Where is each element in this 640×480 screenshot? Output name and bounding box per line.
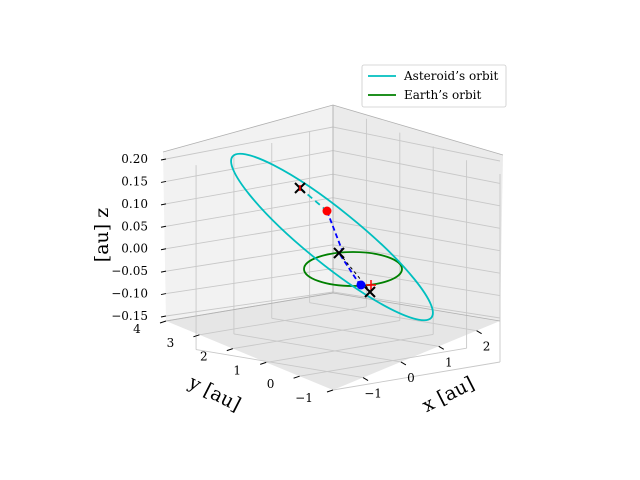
z-tick-mark <box>160 270 167 273</box>
x-tick-mark <box>362 377 369 382</box>
z-tick-label: 0.10 <box>121 197 148 211</box>
grid-lines <box>165 105 501 391</box>
pane-edges <box>162 104 504 322</box>
y-tick-mark <box>326 389 334 393</box>
z-tick-label: 0.05 <box>121 219 148 233</box>
z-tick-mark <box>160 315 167 318</box>
x-tick-label: 0 <box>407 371 415 385</box>
cross-marker-center <box>333 247 345 259</box>
x-tick-label: 2 <box>483 340 491 354</box>
x-tick-mark <box>476 330 482 335</box>
z-tick-mark <box>160 293 167 296</box>
y-tick-label: −1 <box>295 391 313 405</box>
z-tick-mark <box>160 158 167 161</box>
x-axis: −1 0 1 2 <box>362 330 491 401</box>
y-tick-label: 0 <box>267 377 275 391</box>
cross-marker-top <box>294 182 306 194</box>
cross-marker-bottom <box>364 286 376 298</box>
x-tick-label: −1 <box>364 387 382 401</box>
y-axis: −1 0 1 2 3 4 <box>133 320 334 405</box>
legend-label-asteroid: Asteroid’s orbit <box>403 69 498 83</box>
asteroid-orbit-line <box>230 152 434 322</box>
z-tick-label: −0.05 <box>111 264 148 278</box>
x-tick-label: 1 <box>445 355 453 369</box>
floor-pane <box>166 293 500 390</box>
z-tick-label: 0.00 <box>121 242 148 256</box>
z-tick-label: 0.20 <box>121 152 148 166</box>
y-axis-label: y [au] <box>184 371 244 416</box>
z-axis-label: [au] z <box>91 208 113 262</box>
x-axis-label: x [au] <box>419 372 478 417</box>
x-tick-mark <box>400 361 407 366</box>
y-tick-mark <box>226 348 233 352</box>
red-point-marker <box>322 206 332 216</box>
y-tick-label: 3 <box>167 336 175 350</box>
left-pane <box>163 105 333 321</box>
y-tick-label: 2 <box>200 350 208 364</box>
z-tick-label: 0.15 <box>121 174 148 188</box>
y-tick-mark <box>193 334 200 338</box>
y-tick-mark <box>293 375 300 379</box>
blue-point-marker <box>356 280 366 290</box>
z-tick-mark <box>160 225 167 228</box>
y-tick-label: 4 <box>133 322 141 336</box>
y-tick-label: 1 <box>233 363 241 377</box>
z-tick-label: −0.10 <box>111 287 148 301</box>
z-tick-mark <box>160 248 167 251</box>
y-tick-mark <box>159 320 167 324</box>
z-axis: −0.15 −0.10 −0.05 0.00 0.05 0.10 0.15 0.20 <box>111 152 167 323</box>
x-tick-mark <box>438 345 445 350</box>
legend-label-earth: Earth’s orbit <box>404 88 481 102</box>
red-plus-marker <box>366 280 376 290</box>
z-tick-label: −0.15 <box>111 309 148 323</box>
legend: Asteroid’s orbit Earth’s orbit <box>361 64 507 108</box>
z-tick-mark <box>160 180 167 183</box>
legend-box <box>361 64 507 108</box>
y-tick-mark <box>260 361 267 365</box>
z-tick-mark <box>160 203 167 206</box>
black-dashed-connector <box>338 252 371 292</box>
